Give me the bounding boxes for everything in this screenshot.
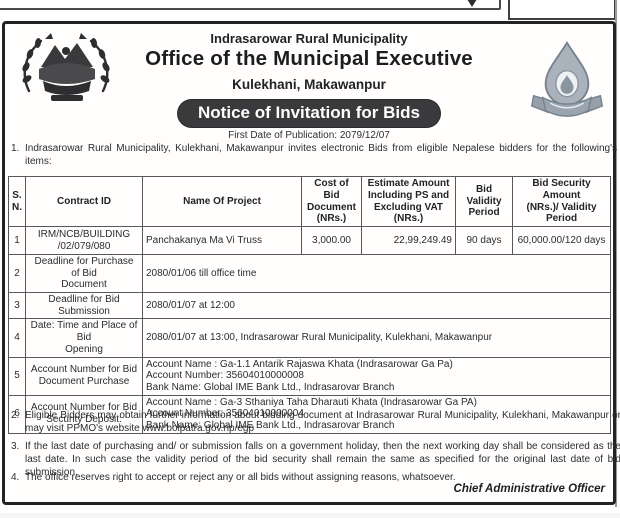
col-header-contract-id: Contract ID	[25, 176, 143, 227]
table-row: 6 Account Number for Bid Security Deposi…	[8, 394, 611, 434]
signature-line: Chief Administrative Officer	[453, 483, 605, 495]
cell-value: 2080/01/07 at 12:00	[142, 292, 611, 320]
bid-table: S. N. Contract ID Name Of Project Cost o…	[8, 176, 611, 434]
intro-paragraph: 1. Indrasarowar Rural Municipality, Kule…	[8, 143, 617, 169]
intro-number: 1.	[11, 143, 20, 154]
cell-validity: 90 days	[455, 226, 513, 255]
col-header-project: Name Of Project	[142, 176, 302, 227]
page-right-edge	[615, 0, 617, 507]
nepal-coat-of-arms-icon	[22, 33, 110, 101]
cropped-top-panel	[0, 0, 501, 10]
municipality-seal-icon	[530, 41, 604, 117]
cell-label: Date: Time and Place of Bid Opening	[25, 318, 143, 358]
notice-banner: Notice of Invitation for Bids	[178, 100, 440, 127]
note-text: If the last date of purchasing and/ or s…	[25, 441, 620, 478]
cell-label: Deadline for Purchase of Bid Document	[25, 253, 143, 294]
cell-value: 2080/01/07 at 13:00, Indrasarowar Rural …	[142, 318, 611, 358]
publication-date: First Date of Publication: 2079/12/07	[228, 130, 390, 141]
table-row: 3 Deadline for Bid Submission 2080/01/07…	[8, 292, 611, 320]
table-header-row: S. N. Contract ID Name Of Project Cost o…	[8, 176, 611, 227]
cell-value: Account Name : Ga-1.1 Antarik Rajaswa Kh…	[142, 356, 611, 396]
cell-cost: 3,000.00	[301, 226, 362, 255]
intro-text: Indrasarowar Rural Municipality, Kulekha…	[25, 143, 617, 167]
location-line: Kulekhani, Makawanpur	[232, 77, 386, 92]
cell-label: Deadline for Bid Submission	[25, 292, 143, 320]
col-header-security: Bid Security Amount (NRs.)/ Validity Per…	[512, 176, 611, 227]
note-paragraph: 2. Eligible Bidders may obtain further i…	[8, 410, 620, 436]
table-row: 5 Account Number for Bid Document Purcha…	[8, 356, 611, 396]
cell-sn: 2	[8, 253, 26, 294]
cell-project: Panchakanya Ma Vi Truss	[142, 226, 302, 255]
note-number: 3.	[11, 441, 20, 452]
cell-value: Account Name : Ga-3 Sthaniya Taha Dharau…	[142, 394, 611, 434]
cell-sn: 1	[8, 226, 26, 255]
col-header-sn: S. N.	[8, 176, 26, 227]
cell-label: Account Number for Bid Security Deposit:	[25, 394, 143, 434]
note-number: 2.	[11, 410, 20, 421]
office-title: Office of the Municipal Executive	[145, 47, 473, 70]
col-header-estimate: Estimate Amount Including PS and Excludi…	[361, 176, 456, 227]
note-text: Eligible Bidders may obtain further info…	[25, 410, 620, 434]
cropped-top-right-box	[508, 0, 616, 20]
cell-sn: 5	[8, 356, 26, 396]
col-header-cost: Cost of Bid Document (NRs.)	[301, 176, 362, 227]
dropdown-caret-icon[interactable]	[467, 0, 477, 7]
note-text: The office reserves right to accept or r…	[25, 472, 456, 483]
note-paragraph: 4. The office reserves right to accept o…	[8, 472, 620, 485]
table-row: 1 IRM/NCB/BUILDING /02/079/080 Panchakan…	[8, 226, 611, 255]
note-paragraph: 3. If the last date of purchasing and/ o…	[8, 441, 620, 479]
cell-value: 2080/01/06 till office time	[142, 253, 611, 294]
notice-document: Indrasarowar Rural Municipality Office o…	[2, 21, 620, 505]
cell-contract-id: IRM/NCB/BUILDING /02/079/080	[25, 226, 143, 255]
cell-estimate: 22,99,249.49	[361, 226, 456, 255]
cell-security: 60,000.00/120 days	[512, 226, 611, 255]
col-header-validity: Bid Validity Period	[455, 176, 513, 227]
table-row: 2 Deadline for Purchase of Bid Document …	[8, 253, 611, 294]
page-bottom-margin	[0, 513, 620, 518]
note-number: 4.	[11, 472, 20, 483]
cell-sn: 4	[8, 318, 26, 358]
cell-sn: 3	[8, 292, 26, 320]
table-row: 4 Date: Time and Place of Bid Opening 20…	[8, 318, 611, 358]
municipality-name: Indrasarowar Rural Municipality	[210, 31, 408, 46]
cell-label: Account Number for Bid Document Purchase	[25, 356, 143, 396]
